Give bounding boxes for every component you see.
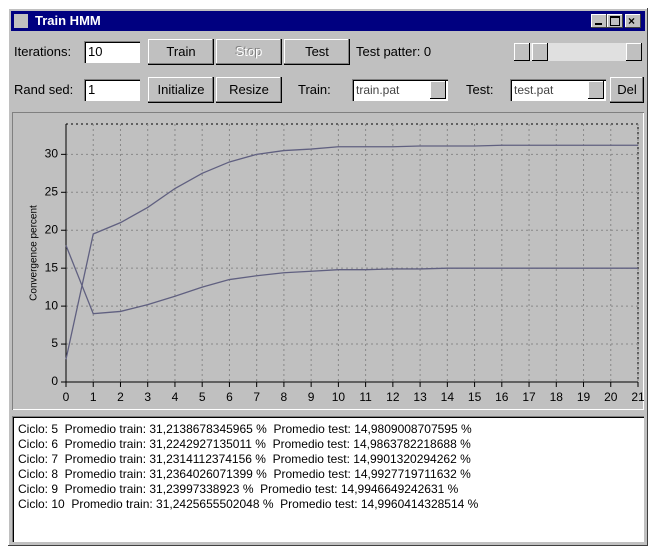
x-tick-label: 9	[308, 390, 315, 404]
minimize-button[interactable]	[591, 14, 607, 28]
x-tick-label: 21	[631, 390, 644, 404]
log-line: Ciclo: 7 Promedio train: 31,231411237415…	[18, 452, 638, 467]
resize-button[interactable]: Resize	[216, 77, 282, 103]
x-tick-label: 13	[413, 390, 427, 404]
x-tick-label: 10	[332, 390, 346, 404]
x-tick-label: 12	[386, 390, 400, 404]
y-tick-label: 20	[45, 222, 59, 236]
x-tick-label: 3	[144, 390, 151, 404]
x-tick-label: 1	[90, 390, 97, 404]
y-axis-label: Convergence percent	[29, 205, 40, 301]
rand-seed-input[interactable]: 1	[84, 79, 140, 101]
y-tick-label: 30	[45, 147, 59, 161]
stop-button: Stop	[216, 39, 282, 65]
iterations-label: Iterations:	[14, 40, 71, 64]
x-tick-label: 2	[117, 390, 124, 404]
x-tick-label: 0	[63, 390, 70, 404]
del-button[interactable]: Del	[610, 77, 644, 103]
train-file-select[interactable]: train.pat	[352, 79, 448, 101]
maximize-button[interactable]	[607, 14, 623, 28]
pattern-scrollbar[interactable]	[514, 43, 642, 61]
x-tick-label: 16	[495, 390, 509, 404]
log-line: Ciclo: 6 Promedio train: 31,224292713501…	[18, 437, 638, 452]
x-tick-label: 15	[468, 390, 482, 404]
app-icon	[14, 14, 28, 28]
y-tick-label: 5	[51, 336, 58, 350]
x-tick-label: 6	[226, 390, 233, 404]
x-tick-label: 14	[441, 390, 455, 404]
y-tick-label: 25	[45, 184, 59, 198]
y-tick-label: 0	[51, 374, 58, 388]
page: html,body{margin:0;padding:0;width:654px…	[0, 0, 654, 553]
iterations-input[interactable]: 10	[84, 41, 140, 63]
test-file: test.pat	[514, 83, 553, 97]
rand-seed-label: Rand sed:	[14, 78, 73, 102]
x-tick-label: 5	[199, 390, 206, 404]
x-tick-label: 18	[550, 390, 564, 404]
test-label: Test:	[466, 78, 493, 102]
train-file: train.pat	[356, 83, 399, 97]
x-tick-label: 17	[522, 390, 536, 404]
x-tick-label: 7	[253, 390, 260, 404]
train-button[interactable]: Train	[148, 39, 214, 65]
train-label: Train:	[298, 78, 331, 102]
test-pattern-label: Test patter: 0	[356, 40, 431, 64]
body: {"window":{"title":"Train HMM"}, "contro…	[0, 0, 654, 553]
log-box: Ciclo: 5 Promedio train: 31,213867834596…	[12, 416, 644, 542]
log-line: Ciclo: 10 Promedio train: 31,24256555020…	[18, 497, 638, 512]
x-tick-label: 11	[359, 390, 372, 404]
window-title: Train HMM	[35, 11, 101, 31]
y-tick-label: 15	[45, 260, 59, 274]
y-tick-label: 10	[45, 298, 59, 312]
plot-area	[66, 124, 638, 382]
test-button[interactable]: Test	[284, 39, 350, 65]
window: Train HMM × Iterations: 10 Train Stop Te…	[8, 8, 648, 546]
initialize-button[interactable]: Initialize	[148, 77, 214, 103]
log-line: Ciclo: 9 Promedio train: 31,23997338923 …	[18, 482, 638, 497]
x-tick-label: 20	[604, 390, 618, 404]
x-tick-label: 4	[172, 390, 179, 404]
x-tick-label: 8	[281, 390, 288, 404]
title-bar: Train HMM ×	[11, 11, 645, 31]
log-line: Ciclo: 5 Promedio train: 31,213867834596…	[18, 422, 638, 437]
test-file-select[interactable]: test.pat	[510, 79, 606, 101]
log-line: Ciclo: 8 Promedio train: 31,236402607139…	[18, 467, 638, 482]
close-button[interactable]: ×	[625, 14, 641, 28]
x-tick-label: 19	[577, 390, 591, 404]
